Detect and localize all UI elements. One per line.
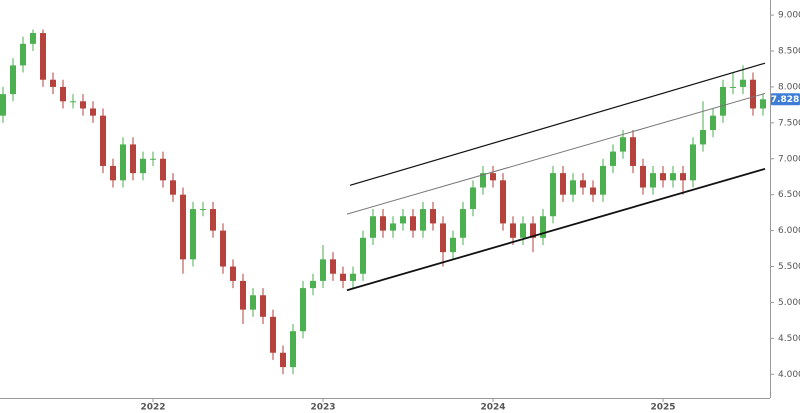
channel-line <box>349 62 766 186</box>
candle-body <box>230 266 236 281</box>
candle-body <box>630 137 636 166</box>
candle-body <box>200 209 206 211</box>
y-tick-label: 7.000 <box>778 154 800 164</box>
candle-body <box>610 151 616 166</box>
candle-body <box>140 158 146 174</box>
candle-body <box>70 101 76 103</box>
candle-body <box>700 130 706 145</box>
candle-body <box>500 180 506 224</box>
candle-body <box>420 209 426 231</box>
y-tick-label: 4.500 <box>778 334 800 344</box>
candle-body <box>260 295 266 317</box>
y-tick-label: 8.000 <box>778 82 800 92</box>
candle-body <box>120 144 126 181</box>
candle-body <box>570 180 576 195</box>
candle-body <box>470 187 476 210</box>
candle-body <box>660 173 666 181</box>
candle-body <box>150 158 156 160</box>
x-tick-label: 2024 <box>480 403 505 413</box>
candle-body <box>710 115 716 131</box>
candle-body <box>390 223 396 231</box>
channel-line <box>346 92 766 215</box>
y-tick-label: 7.500 <box>778 118 800 128</box>
candle-body <box>460 209 466 238</box>
candle-body <box>600 165 606 195</box>
candle-body <box>0 94 6 116</box>
candle-body <box>430 209 436 224</box>
candle-body <box>160 158 166 181</box>
last-price-label: 7.828 <box>771 95 799 105</box>
candle-body <box>250 295 256 310</box>
candle-body <box>240 280 246 310</box>
candle-body <box>40 33 46 80</box>
candle-body <box>450 237 456 253</box>
candle-body <box>680 173 686 181</box>
y-tick-label: 8.500 <box>778 47 800 57</box>
candle-body <box>10 65 16 95</box>
candle-body <box>730 86 736 88</box>
y-tick-label: 4.000 <box>778 370 800 380</box>
y-tick-label: 5.500 <box>778 262 800 272</box>
candle-body <box>210 209 216 231</box>
candle-body <box>370 216 376 238</box>
candle-body <box>490 173 496 181</box>
y-tick-label: 6.000 <box>778 226 800 236</box>
candle-body <box>590 187 596 195</box>
candle-body <box>20 43 26 66</box>
candle-body <box>270 316 276 353</box>
candle-body <box>750 79 756 109</box>
candle-body <box>640 165 646 188</box>
candle-body <box>180 194 186 260</box>
candle-body <box>530 223 536 238</box>
candle-body <box>310 280 316 289</box>
candle-body <box>30 33 36 44</box>
candle-body <box>670 173 676 181</box>
candle-body <box>350 273 356 281</box>
candle-body <box>330 259 336 274</box>
candle-body <box>410 216 416 231</box>
candle-body <box>360 237 366 274</box>
candle-body <box>50 79 56 87</box>
candle-body <box>560 173 566 195</box>
candle-body <box>620 137 626 152</box>
x-tick-label: 2022 <box>140 403 165 413</box>
candle-body <box>130 144 136 174</box>
candle-body <box>340 273 346 281</box>
candle-body <box>380 216 386 231</box>
candle-body <box>300 288 306 332</box>
candle-body <box>220 230 226 267</box>
candle-body <box>440 223 446 253</box>
candle-body <box>550 173 556 217</box>
candle-body <box>190 209 196 260</box>
candle-body <box>100 115 106 166</box>
candle-body <box>720 86 726 116</box>
x-tick-label: 2023 <box>310 403 335 413</box>
candle-body <box>290 331 296 368</box>
candle-body <box>480 173 486 188</box>
candle-body <box>280 352 286 368</box>
candle-body <box>110 165 116 181</box>
candle-body <box>540 216 546 238</box>
candle-body <box>400 216 406 224</box>
candle-body <box>320 259 326 281</box>
candle-body <box>90 108 96 116</box>
y-tick-label: 6.500 <box>778 190 800 200</box>
candle-body <box>60 86 66 102</box>
y-tick-label: 5.000 <box>778 298 800 308</box>
candle-body <box>520 223 526 238</box>
candle-body <box>580 180 586 188</box>
candle-body <box>760 99 766 109</box>
x-tick-label: 2025 <box>650 403 675 413</box>
y-tick-label: 9.000 <box>778 11 800 21</box>
candle-body <box>510 223 516 238</box>
channel-line <box>346 167 766 292</box>
candle-body <box>80 101 86 109</box>
last-price-badge <box>771 93 800 106</box>
candle-body <box>650 173 656 188</box>
candle-body <box>170 180 176 195</box>
candle-body <box>740 79 746 87</box>
candle-body <box>690 144 696 181</box>
